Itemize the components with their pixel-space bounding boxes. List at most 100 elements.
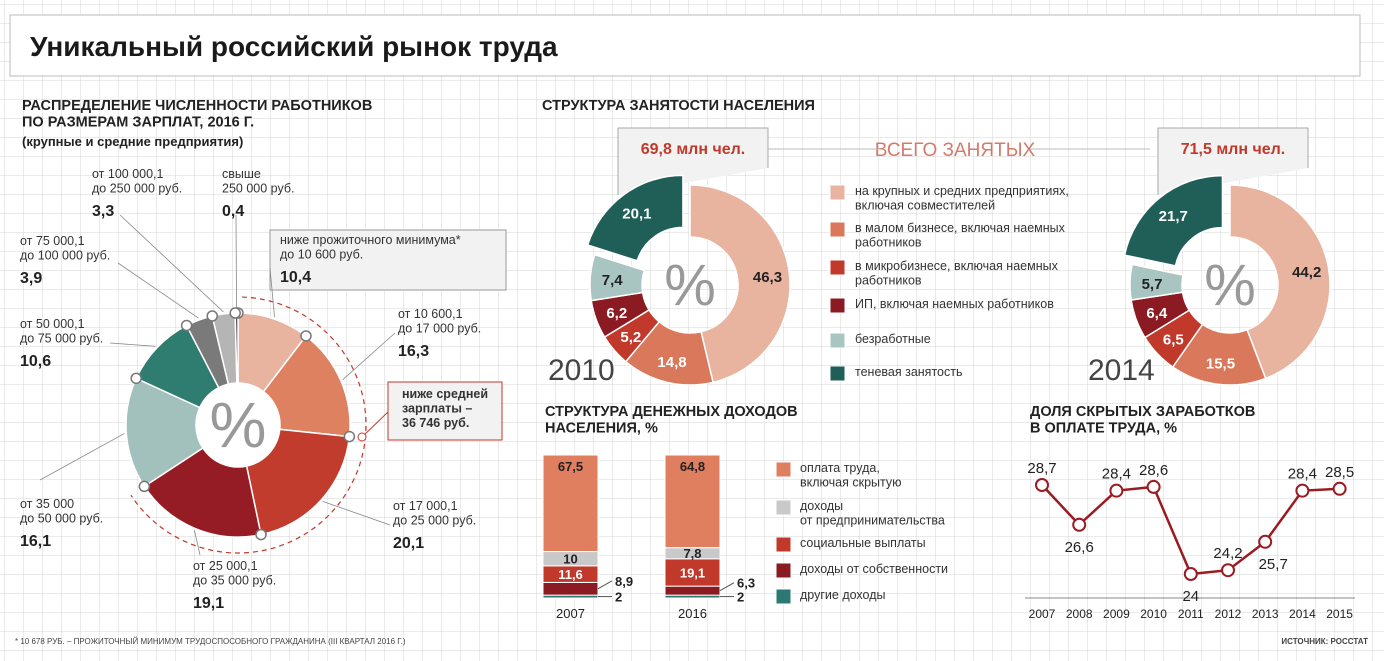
value-label: 19,1 bbox=[193, 595, 224, 612]
highlight-box bbox=[269, 229, 507, 291]
year-label: 2014 bbox=[1088, 354, 1155, 387]
boundary-dot bbox=[138, 480, 151, 493]
boundary-dot bbox=[130, 372, 142, 385]
value-label: 2 bbox=[737, 590, 744, 605]
donut-segment bbox=[589, 253, 646, 302]
value-label: 20,1 bbox=[393, 535, 424, 552]
point bbox=[1146, 479, 1161, 494]
legend-label: оплата труда, включая скрытую bbox=[800, 461, 902, 489]
x-tick-label: 2007 bbox=[1029, 607, 1056, 621]
value-label: 5,2 bbox=[620, 329, 641, 346]
legend-swatch bbox=[829, 365, 846, 382]
donut-segment bbox=[1129, 263, 1184, 301]
value-label: 10 bbox=[563, 552, 577, 567]
point bbox=[1295, 483, 1310, 498]
point bbox=[1183, 567, 1198, 581]
value-label: 19,1 bbox=[680, 565, 705, 580]
leader-line bbox=[194, 530, 201, 556]
boundary-dot bbox=[343, 430, 356, 443]
x-tick-label: 2012 bbox=[1215, 607, 1242, 621]
leader-line bbox=[269, 267, 275, 318]
legend-label: другие доходы bbox=[800, 588, 886, 602]
value-label: 7,4 bbox=[602, 272, 624, 289]
category-label: 2007 bbox=[556, 606, 585, 621]
legend-label: на крупных и средних предприятиях, включа… bbox=[855, 184, 1069, 212]
category-label: от 35 000 до 50 000 руб. bbox=[20, 497, 103, 525]
legend-label: в микробизнесе, включая наемных работнико… bbox=[855, 259, 1059, 287]
total-label: 71,5 млн чел. bbox=[1181, 141, 1286, 158]
value-label: 14,8 bbox=[657, 354, 686, 371]
legend-swatch bbox=[829, 221, 846, 238]
value-label: 44,2 bbox=[1292, 264, 1321, 281]
donut-segment bbox=[1229, 184, 1331, 380]
x-tick-label: 2015 bbox=[1326, 607, 1353, 621]
donut-hole bbox=[196, 383, 280, 467]
legend-swatch bbox=[775, 588, 792, 605]
leader-line bbox=[117, 262, 199, 319]
legend-swatch bbox=[775, 562, 792, 579]
value-label: 67,5 bbox=[558, 459, 583, 474]
total-title: ВСЕГО ЗАНЯТЫХ bbox=[875, 140, 1036, 161]
donut-segment bbox=[1123, 174, 1224, 267]
value-label: 6,4 bbox=[1146, 305, 1168, 322]
leader-line bbox=[235, 214, 237, 312]
point bbox=[1109, 483, 1124, 498]
category-label: от 75 000,1 до 100 000 руб. bbox=[20, 234, 110, 262]
title-box bbox=[9, 14, 1361, 77]
value-label: 8,9 bbox=[615, 574, 633, 589]
leader-line bbox=[39, 433, 125, 481]
legend-label: теневая занятость bbox=[855, 365, 962, 379]
value-label: 16,1 bbox=[20, 533, 51, 550]
value-label: 24 bbox=[1182, 588, 1199, 605]
boundary-dot bbox=[229, 307, 241, 319]
category-label: от 100 000,1 до 250 000 руб. bbox=[92, 167, 182, 195]
legend-label: в малом бизнесе, включая наемных работник… bbox=[855, 221, 1066, 249]
center-label: % bbox=[664, 253, 716, 318]
value-label: 28,5 bbox=[1325, 464, 1354, 481]
center-label: % bbox=[1204, 253, 1256, 318]
value-label: 28,4 bbox=[1288, 466, 1317, 483]
point bbox=[1072, 517, 1087, 532]
x-tick-label: 2013 bbox=[1252, 607, 1279, 621]
x-tick-label: 2011 bbox=[1178, 607, 1204, 621]
value-label: 10,4 bbox=[280, 269, 311, 286]
label-leader bbox=[719, 582, 735, 592]
bar-segment bbox=[542, 581, 599, 596]
section-subtitle: (крупные и средние предприятия) bbox=[22, 134, 243, 149]
value-label: 64,8 bbox=[680, 459, 705, 474]
boundary-dot bbox=[255, 528, 267, 541]
value-label: 3,3 bbox=[92, 203, 114, 220]
category-label: от 50 000,1 до 75 000 руб. bbox=[20, 317, 103, 345]
point bbox=[1221, 563, 1235, 578]
footnote: * 10 678 РУБ. – ПРОЖИТОЧНЫЙ МИНИМУМ ТРУД… bbox=[15, 637, 406, 646]
boundary-dot bbox=[180, 319, 193, 332]
leader-line bbox=[109, 342, 156, 347]
legend-swatch bbox=[775, 461, 792, 478]
value-label: 46,3 bbox=[753, 269, 782, 286]
value-label: 28,7 bbox=[1027, 460, 1056, 477]
section-title: СТРУКТУРА ДЕНЕЖНЫХ ДОХОДОВ НАСЕЛЕНИЯ, % bbox=[545, 404, 798, 437]
value-label: 6,5 bbox=[1163, 332, 1184, 349]
point bbox=[1035, 478, 1049, 492]
donut-segment bbox=[586, 174, 684, 262]
total-frame bbox=[1157, 127, 1309, 195]
value-label: 11,6 bbox=[558, 567, 583, 582]
x-tick-label: 2008 bbox=[1066, 607, 1093, 621]
value-label: 5,7 bbox=[1142, 276, 1163, 293]
legend-label: социальные выплаты bbox=[800, 536, 926, 550]
value-label: 6,3 bbox=[737, 576, 755, 591]
legend-swatch bbox=[829, 184, 846, 201]
value-label: 26,6 bbox=[1065, 539, 1094, 556]
category-label: ниже прожиточного минимума* до 10 600 руб… bbox=[280, 233, 461, 261]
x-tick-label: 2014 bbox=[1289, 607, 1316, 621]
center-label: % bbox=[210, 389, 267, 461]
leader-line bbox=[322, 500, 391, 526]
donut-segment bbox=[689, 184, 791, 384]
annotation-dot bbox=[357, 432, 367, 442]
legend-swatch bbox=[829, 297, 846, 314]
section-title: РАСПРЕДЕЛЕНИЕ ЧИСЛЕННОСТИ РАБОТНИКОВ ПО Р… bbox=[22, 98, 372, 131]
value-label: 28,4 bbox=[1102, 466, 1131, 483]
total-label: 69,8 млн чел. bbox=[641, 141, 746, 158]
section-title: СТРУКТУРА ЗАНЯТОСТИ НАСЕЛЕНИЯ bbox=[542, 98, 815, 114]
category-label: от 25 000,1 до 35 000 руб. bbox=[193, 559, 276, 587]
